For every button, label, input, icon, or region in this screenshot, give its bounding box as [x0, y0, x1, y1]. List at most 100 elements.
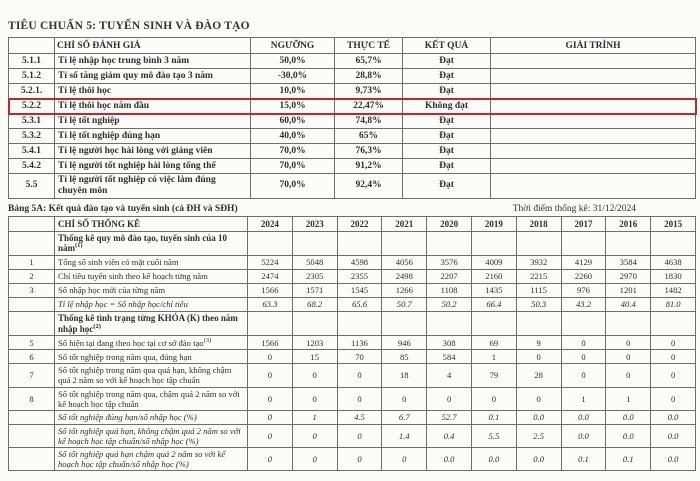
criteria-row: 5.3.2 Tỉ lệ tốt nghiệp đúng hạn 40,0% 65% Đạ…	[8, 128, 696, 144]
statistics-row: 1 Tổng số sinh viên có mặt cuối năm 5224 50…	[8, 255, 696, 271]
cell-year-value	[515, 230, 562, 257]
cell-year-value: 50.7	[381, 297, 428, 313]
cell-year-value: 65.6	[336, 297, 383, 313]
cell-year-value	[560, 230, 607, 257]
footnote-marker: (2)	[93, 322, 101, 330]
stat-indicator-text: Số tốt nghiệp trong năm qua, đúng hạn	[58, 351, 192, 362]
cell-year-value: 0	[291, 363, 338, 388]
cell-year-value: 40.4	[605, 297, 652, 313]
statistics-row: 5 Số hiện tại đang theo học tại cơ sở đào…	[8, 335, 696, 351]
cell-year-value	[560, 311, 607, 337]
cell-stat-code: 1	[8, 255, 55, 271]
statistics-row: 2 Chỉ tiêu tuyển sinh theo kế hoạch từng …	[8, 269, 696, 285]
header-code	[8, 37, 55, 54]
cell-explain	[490, 158, 696, 174]
cell-indicator: Tỉ lệ thôi học	[54, 83, 251, 99]
cell-stat-code: 5	[8, 335, 55, 351]
cell-code: 5.2.2	[8, 98, 55, 114]
cell-year-value: 5.5	[470, 423, 517, 449]
cell-year-value: 0.0	[650, 423, 696, 449]
cell-year-value	[336, 230, 383, 257]
header-year-2023: 2023	[291, 215, 338, 232]
cell-year-value: 1	[605, 386, 652, 411]
cell-year-value: 1	[291, 409, 338, 425]
cell-year-value: 4056	[381, 255, 428, 271]
cell-threshold: 70,0%	[250, 173, 335, 199]
cell-year-value: 0	[650, 335, 696, 351]
stat-indicator-text: Số nhập học mới của từng năm	[58, 285, 166, 296]
cell-code: 5.1.2	[8, 68, 55, 84]
cell-year-value: 1571	[291, 283, 338, 299]
statistics-section-row: Thống kê quy mô đào tạo, tuyển sinh của …	[8, 230, 696, 257]
cell-year-value: 0	[247, 447, 293, 472]
cell-year-value	[426, 311, 472, 337]
footnote-marker: (3)	[203, 336, 212, 344]
cell-stat-code: 2	[8, 269, 55, 285]
cell-year-value: 0	[247, 423, 293, 449]
criteria-row: 5.4.2 Tỉ lệ người tốt nghiệp hài lòng tổn…	[8, 158, 696, 174]
statistics-row: Tỉ lệ nhập học = Số nhập học/chỉ tiêu 63.…	[8, 297, 696, 313]
cell-threshold: 15,0%	[250, 98, 335, 114]
header-threshold: NGƯỠNG	[250, 37, 335, 54]
cell-year-value: 2.5	[515, 423, 562, 449]
cell-year-value: 0	[336, 386, 383, 411]
cell-actual: 28,8%	[334, 68, 403, 84]
stat-indicator-text: Số tốt nghiệp quá hạn, không chậm quá 2 …	[58, 425, 241, 446]
criteria-row: 5.5 Tỉ lệ người tốt nghiệp có việc làm đú…	[8, 173, 696, 199]
cell-year-value: 5224	[247, 255, 293, 271]
header-year-2016: 2016	[605, 215, 652, 232]
cell-year-value: 0	[650, 349, 696, 365]
cell-indicator: Tỉ lệ nhập học trung bình 3 năm	[54, 53, 251, 69]
cell-year-value	[381, 311, 428, 337]
statistics-section-row: Thống kê tình trạng từng KHÓA (K) theo n…	[8, 311, 696, 337]
cell-year-value: 1201	[605, 283, 652, 299]
cell-code: 5.2.1.	[8, 83, 55, 99]
cell-stat-code: 6	[8, 349, 55, 365]
cell-year-value	[426, 230, 472, 257]
cell-year-value: 0.0	[605, 423, 652, 449]
statistics-row: 3 Số nhập học mới của từng năm 1566 1571 154…	[8, 283, 696, 299]
cell-year-value: 2207	[426, 269, 472, 285]
cell-year-value: 308	[426, 335, 472, 351]
cell-code: 5.4.2	[8, 158, 55, 174]
cell-year-value: 43.2	[560, 297, 607, 313]
cell-threshold: 50,0%	[250, 53, 335, 69]
criteria-row: 5.3.1 Tỉ lệ tốt nghiệp 60,0% 74,8% Đạt	[8, 113, 696, 129]
cell-year-value	[470, 311, 517, 337]
cell-year-value: 66.4	[470, 297, 517, 313]
cell-year-value: 0	[650, 363, 696, 388]
stat-indicator-text: Số tốt nghiệp trong năm qua quá hạn, khô…	[58, 365, 232, 386]
cell-year-value: 0	[560, 335, 607, 351]
cell-year-value: 0.0	[560, 409, 607, 425]
cell-stat-indicator: Số tốt nghiệp trong năm qua quá hạn, khô…	[54, 363, 248, 388]
cell-stat-indicator: Số tốt nghiệp quá hạn, không chậm quá 2 …	[54, 423, 248, 449]
header-year-2021: 2021	[381, 215, 428, 232]
cell-code: 5.3.1	[8, 113, 55, 129]
cell-year-value: 79	[470, 363, 517, 388]
cell-explain	[490, 173, 696, 199]
cell-year-value: 0.1	[470, 409, 517, 425]
cell-threshold: 70,0%	[250, 158, 335, 174]
cell-year-value: 976	[560, 283, 607, 299]
stat-indicator-text: Số tốt nghiệp đúng hạn/số nhập học (%)	[58, 412, 197, 423]
cell-year-value: 4	[426, 363, 472, 388]
cell-year-value: 0.0	[650, 447, 696, 472]
cell-year-value: 2260	[560, 269, 607, 285]
cell-result: Đạt	[402, 53, 491, 69]
cell-year-value: 1482	[650, 283, 696, 299]
cell-year-value: 1	[470, 349, 517, 365]
cell-stat-indicator: Số tốt nghiệp đúng hạn/số nhập học (%)	[54, 409, 248, 425]
cell-year-value: 0	[381, 386, 428, 411]
statistics-row: 6 Số tốt nghiệp trong năm qua, đúng hạn 0 1…	[8, 349, 696, 365]
cell-explain	[490, 83, 696, 99]
cell-stat-indicator: Tỉ lệ nhập học = Số nhập học/chỉ tiêu	[54, 297, 248, 313]
cell-actual: 65%	[334, 128, 403, 144]
cell-year-value	[605, 311, 652, 337]
cell-year-value	[650, 230, 696, 257]
header-year-2018: 2018	[515, 215, 562, 232]
cell-year-value: 69	[470, 335, 517, 351]
cell-year-value: 1.4	[381, 423, 428, 449]
document-page: TIÊU CHUẨN 5: TUYỂN SINH VÀ ĐÀO TẠO CHỈ …	[8, 20, 696, 472]
cell-year-value: 0	[291, 423, 338, 449]
cell-year-value: 0.0	[426, 447, 472, 472]
